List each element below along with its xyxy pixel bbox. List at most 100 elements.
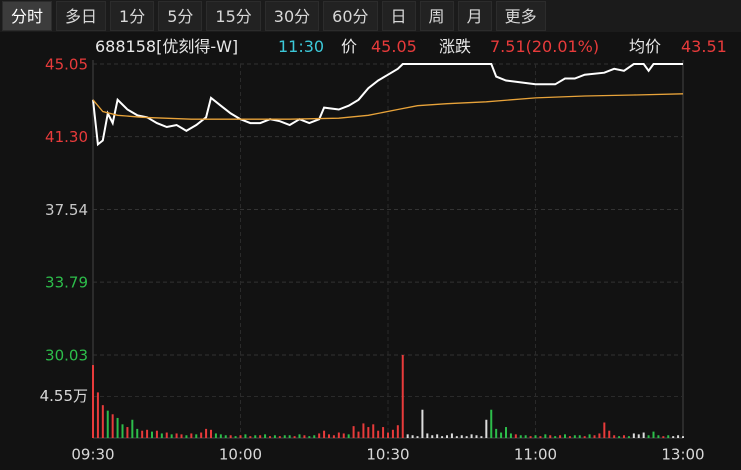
volume-bar <box>288 435 291 438</box>
volume-bar <box>362 423 365 438</box>
tab[interactable]: 更多 <box>495 1 546 31</box>
y-tick-label: 30.03 <box>45 347 88 365</box>
volume-bar <box>185 435 188 438</box>
volume-bar <box>313 435 316 438</box>
volume-bar <box>426 433 429 438</box>
volume-bar <box>269 436 271 438</box>
change: 7.51(20.01%) <box>490 37 600 56</box>
volume-bar <box>647 435 650 438</box>
volume-bar <box>672 436 675 438</box>
volume-bar <box>254 435 257 438</box>
tab-bar: 分时 多日 1分 5分 15分 30分 60分日周月更多 <box>0 0 741 32</box>
volume-bar <box>116 417 119 438</box>
tab[interactable]: 分时 <box>2 1 53 31</box>
volume-bar <box>332 435 335 438</box>
tab[interactable]: 60分 <box>323 1 378 31</box>
x-tick-label: 10:30 <box>366 446 409 464</box>
tab[interactable]: 月 <box>457 1 492 31</box>
volume-bar <box>627 436 630 438</box>
tab[interactable]: 1分 <box>110 1 155 31</box>
volume-bar <box>657 435 660 438</box>
y-tick-label: 41.30 <box>45 128 88 146</box>
volume-bar <box>249 436 252 438</box>
tab[interactable]: 5分 <box>158 1 203 31</box>
volume-bar <box>175 433 178 438</box>
volume-bar <box>514 434 517 438</box>
volume-bar <box>121 424 124 438</box>
volume-bar <box>509 433 512 438</box>
y-tick-label: 33.79 <box>45 274 88 292</box>
volume-bar <box>180 434 183 438</box>
volume-bar <box>210 429 212 438</box>
volume-bar <box>323 430 326 438</box>
volume-bar <box>559 435 562 438</box>
volume-bar <box>298 434 301 438</box>
volume-bar <box>534 435 537 438</box>
volume-bar <box>391 429 394 438</box>
volume-bar <box>318 433 321 438</box>
volume-bar <box>470 434 473 438</box>
volume-bar <box>682 436 684 438</box>
volume-bar <box>495 428 498 438</box>
volume-bar <box>539 436 542 438</box>
volume-bar <box>214 433 217 438</box>
volume-bar <box>598 433 601 438</box>
volume-bar <box>662 436 665 438</box>
volume-bar <box>436 434 439 438</box>
x-tick-label: 13:00 <box>661 446 704 464</box>
y-tick-label: 45.05 <box>45 56 88 74</box>
volume-bar <box>372 424 375 438</box>
volume-bar <box>224 435 227 438</box>
volume-bar <box>568 436 571 438</box>
quote-time: 11:30 <box>278 37 325 56</box>
tab[interactable]: 日 <box>381 1 416 31</box>
volume-bar <box>460 435 463 438</box>
volume-bar <box>308 436 311 438</box>
volume-bar <box>396 425 399 438</box>
volume-bar <box>337 432 340 438</box>
volume-bar <box>259 435 262 438</box>
volume-bar <box>544 434 547 438</box>
volume-bar <box>234 436 237 438</box>
volume-bar <box>141 430 144 438</box>
volume-bar <box>328 434 330 438</box>
volume-bar <box>293 436 296 438</box>
stock-code: 688158[优刻得-W] <box>95 37 239 56</box>
price-line <box>92 63 683 147</box>
volume-bar <box>593 435 596 438</box>
volume-bar <box>677 435 680 438</box>
tab[interactable]: 多日 <box>56 1 107 31</box>
volume-bar <box>465 436 468 438</box>
tab[interactable]: 15分 <box>206 1 261 31</box>
volume-bar <box>637 434 640 438</box>
volume-bar <box>573 435 576 438</box>
volume-bar <box>96 392 99 438</box>
volume-bar <box>549 435 552 438</box>
average-line <box>92 93 684 120</box>
volume-bar <box>505 427 507 438</box>
price-label: 价 <box>341 37 358 56</box>
volume-bar <box>618 436 621 438</box>
volume-bar <box>578 435 581 438</box>
volume-bar <box>485 419 488 438</box>
volume-bar <box>603 422 606 438</box>
volume-bar <box>239 435 242 438</box>
volume-bar <box>92 365 94 438</box>
x-tick-label: 09:30 <box>71 446 114 464</box>
volume-bar <box>377 430 380 438</box>
tab[interactable]: 周 <box>419 1 454 31</box>
volume-bar <box>229 435 232 438</box>
volume-bar <box>278 436 281 438</box>
volume-bar <box>652 431 655 438</box>
volume-bar <box>205 428 208 438</box>
volume-bar <box>303 435 306 438</box>
volume-bar <box>519 435 522 438</box>
y-tick-label: 37.54 <box>45 201 88 219</box>
change-label: 涨跌 <box>439 37 472 56</box>
tab[interactable]: 30分 <box>264 1 320 31</box>
volume-bar <box>382 427 385 438</box>
volume-bar <box>283 435 286 438</box>
volume-bar <box>411 435 414 438</box>
volume-bar <box>136 428 139 438</box>
